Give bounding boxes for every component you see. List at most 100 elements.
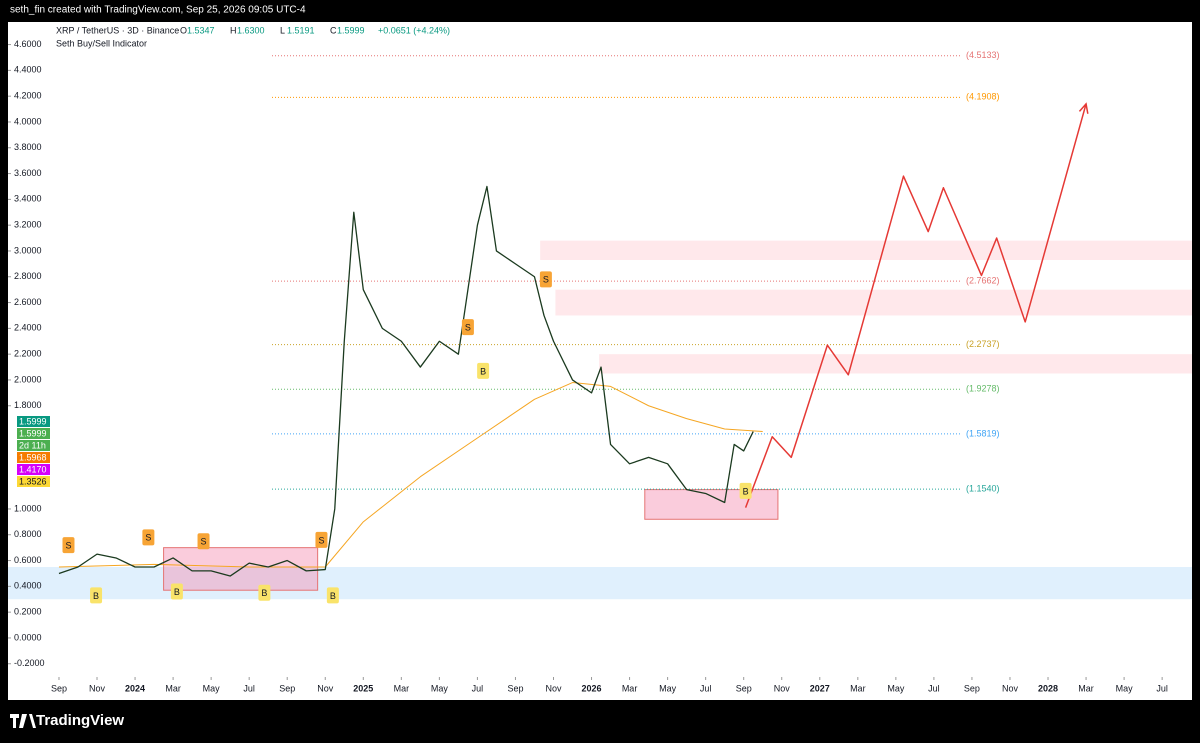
y-tick-label: 2.0000	[14, 374, 42, 384]
x-tick-label: May	[1116, 683, 1134, 693]
y-tick-label: 3.0000	[14, 245, 42, 255]
price-badge	[17, 428, 50, 439]
ohlc-label: O	[180, 25, 187, 35]
x-tick-label: Sep	[736, 683, 752, 693]
y-tick-label: 1.0000	[14, 503, 42, 513]
x-tick-label: May	[431, 683, 449, 693]
x-tick-label: 2028	[1038, 683, 1058, 693]
x-tick-label: 2025	[353, 683, 373, 693]
y-tick-label: 3.6000	[14, 168, 42, 178]
y-tick-label: 0.0000	[14, 632, 42, 642]
zone	[599, 354, 1192, 374]
signal-label: B	[261, 588, 267, 598]
moving-average	[58, 382, 763, 568]
y-tick-label: 2.8000	[14, 271, 42, 281]
zone	[8, 567, 1192, 600]
logo: TradingView	[10, 712, 124, 729]
ohlc-value: 1.6300	[237, 25, 265, 35]
ohlc-value: 1.5347	[187, 25, 215, 35]
level-label: (1.1540)	[966, 483, 1000, 493]
y-tick-label: 1.8000	[14, 400, 42, 410]
price-badge-label: 1.4170	[19, 464, 47, 474]
x-tick-label: Sep	[51, 683, 67, 693]
y-tick-label: 3.2000	[14, 220, 42, 230]
price-line	[58, 185, 754, 577]
y-tick-label: 0.2000	[14, 607, 42, 617]
price-badge-label: 2d 11h	[19, 440, 46, 450]
signal-label: S	[201, 537, 207, 547]
signal-badge	[90, 587, 103, 604]
signal-badge	[62, 537, 75, 554]
x-tick-label: May	[203, 683, 221, 693]
level-label: (1.5819)	[966, 428, 1000, 438]
zone	[540, 240, 1192, 260]
y-tick-label: 4.0000	[14, 116, 42, 126]
brand: TradingView	[36, 712, 124, 729]
x-tick-label: May	[887, 683, 905, 693]
symbol: XRP / TetherUS · 3D · Binance	[56, 25, 179, 35]
x-tick-label: 2024	[125, 683, 145, 693]
ohlc-value: 1.5999	[337, 25, 365, 35]
signal-badge	[170, 583, 183, 600]
level-label: (1.9278)	[966, 384, 1000, 394]
credit: seth_fin created with TradingView.com, S…	[10, 5, 306, 16]
x-tick-label: May	[659, 683, 677, 693]
x-tick-label: 2027	[810, 683, 830, 693]
indicator-name: Seth Buy/Sell Indicator	[56, 38, 147, 48]
y-tick-label: 2.4000	[14, 323, 42, 333]
x-tick-label: Mar	[850, 683, 866, 693]
signal-label: B	[480, 366, 486, 376]
signal-label: B	[174, 587, 180, 597]
price-badge	[17, 476, 50, 487]
level-label: (2.2737)	[966, 339, 1000, 349]
x-tick-label: 2026	[582, 683, 602, 693]
signal-badge	[461, 319, 474, 336]
ohlc-label: C	[330, 25, 337, 35]
y-tick-label: 4.4000	[14, 65, 42, 75]
signal-label: S	[543, 275, 549, 285]
x-tick-label: Nov	[774, 683, 791, 693]
x-tick-label: Jul	[243, 683, 255, 693]
x-tick-label: Jul	[1156, 683, 1168, 693]
layers: (4.5133) (4.1908) (2.7662) (2.2737) (1.9278)…	[8, 39, 1192, 693]
y-tick-label: 0.6000	[14, 555, 42, 565]
signal-label: B	[330, 591, 336, 601]
signal-label: S	[145, 533, 151, 543]
ohlc-value: 1.5191	[287, 25, 315, 35]
y-tick-label: -0.2000	[14, 658, 45, 668]
signal-badge	[197, 533, 210, 550]
x-tick-label: Mar	[1078, 683, 1094, 693]
ohlc: O 1.5347 H 1.6300 L 1.5191 C 1.5999 +0.0651 (+4.…	[180, 25, 450, 35]
price-badge	[17, 416, 50, 427]
signal-label: S	[318, 535, 324, 545]
price-badge-label: 1.3526	[19, 476, 47, 486]
x-tick-label: Mar	[622, 683, 638, 693]
price-badge-label: 1.5999	[19, 416, 47, 426]
signal-badge	[477, 362, 490, 379]
price-badge-label: 1.5968	[19, 452, 47, 462]
y-tick-label: 4.6000	[14, 39, 42, 49]
signal-label: S	[465, 322, 471, 332]
x-tick-label: Sep	[279, 683, 295, 693]
y-tick-label: 0.8000	[14, 529, 42, 539]
level-label: (4.5133)	[966, 50, 1000, 60]
plot-area	[8, 22, 1192, 700]
zone	[644, 489, 779, 520]
level-label: (2.7662)	[966, 275, 1000, 285]
signal-label: S	[65, 540, 71, 550]
signal-badge	[539, 271, 552, 288]
price-badge	[17, 440, 50, 451]
x-tick-label: Sep	[507, 683, 523, 693]
signal-badge	[326, 587, 339, 604]
signal-badge	[739, 482, 752, 499]
x-tick-label: Nov	[317, 683, 334, 693]
signal-label: B	[743, 486, 749, 496]
x-tick-label: Sep	[964, 683, 980, 693]
ohlc-change: +0.0651 (+4.24%)	[378, 25, 450, 35]
arrow-head	[1078, 102, 1089, 114]
ohlc-label: H	[230, 25, 237, 35]
y-tick-label: 2.2000	[14, 349, 42, 359]
x-tick-label: Nov	[545, 683, 562, 693]
